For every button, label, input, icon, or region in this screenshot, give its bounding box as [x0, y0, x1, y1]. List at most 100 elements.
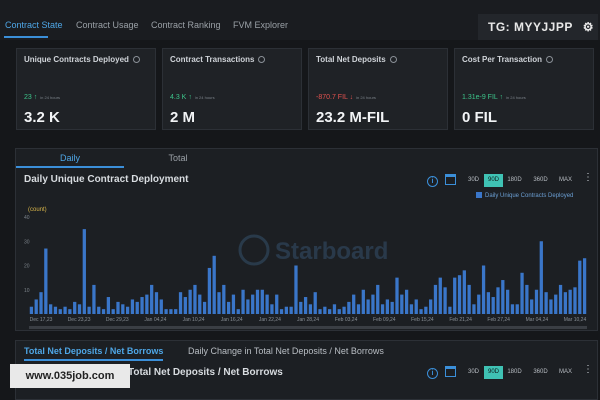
chart-bar[interactable]: [217, 292, 221, 314]
chart-bar[interactable]: [578, 260, 582, 314]
chart-bar[interactable]: [525, 284, 529, 314]
range-90d[interactable]: 90D: [484, 366, 503, 379]
chart-bar[interactable]: [116, 301, 120, 315]
chart-bar[interactable]: [188, 289, 192, 314]
chart-bar[interactable]: [549, 299, 553, 314]
chart-bar[interactable]: [44, 248, 48, 314]
chart-bar[interactable]: [241, 289, 245, 314]
chart-bar[interactable]: [438, 277, 442, 315]
chart-bar[interactable]: [125, 306, 130, 314]
chart-bar[interactable]: [279, 309, 284, 314]
tab-daily-change-net-deposits[interactable]: Daily Change in Total Net Deposits / Net…: [188, 346, 384, 356]
chart-bar[interactable]: [486, 292, 491, 314]
range-max[interactable]: MAX: [558, 177, 572, 183]
tab-contract-state[interactable]: Contract State: [5, 20, 63, 30]
chart-bar[interactable]: [448, 306, 452, 314]
more-options-icon[interactable]: ⋮: [583, 172, 593, 183]
chart-bar[interactable]: [82, 229, 86, 315]
chart-bar[interactable]: [433, 284, 438, 314]
chart-bar[interactable]: [352, 294, 356, 314]
chart-bar[interactable]: [29, 306, 34, 314]
info-icon[interactable]: i: [427, 176, 438, 187]
chart-bar[interactable]: [496, 287, 500, 314]
chart-bar[interactable]: [246, 299, 250, 314]
chart-bar[interactable]: [255, 289, 260, 314]
range-30d[interactable]: 30D: [467, 369, 479, 375]
chart-bar[interactable]: [140, 297, 144, 314]
chart-bar[interactable]: [106, 297, 111, 314]
chart-bar[interactable]: [356, 304, 361, 314]
chart-bar[interactable]: [429, 299, 433, 314]
chart-bar[interactable]: [558, 284, 563, 314]
chart-bar[interactable]: [169, 309, 173, 314]
chart-bar[interactable]: [371, 294, 375, 314]
chart-bar[interactable]: [505, 289, 510, 314]
chart-bar[interactable]: [68, 309, 72, 314]
chart-bar[interactable]: [337, 309, 341, 314]
chart-bar[interactable]: [226, 301, 231, 315]
chart-bar[interactable]: [265, 294, 269, 314]
chart-bar[interactable]: [92, 284, 96, 314]
chart-bar[interactable]: [457, 275, 462, 314]
chart-bar[interactable]: [510, 304, 515, 314]
chart-bar[interactable]: [400, 294, 404, 314]
chart-bar[interactable]: [174, 309, 178, 314]
chart-bar[interactable]: [385, 299, 390, 314]
chart-bar[interactable]: [342, 306, 346, 314]
chart-bar[interactable]: [308, 304, 313, 314]
chart-bar[interactable]: [53, 306, 58, 314]
chart-bar[interactable]: [419, 309, 423, 314]
chart-bar[interactable]: [554, 294, 558, 314]
chart-bar[interactable]: [164, 309, 168, 314]
chart-bar[interactable]: [501, 280, 505, 314]
chart-bar[interactable]: [303, 297, 308, 314]
chart-bar[interactable]: [491, 297, 495, 314]
chart-bar[interactable]: [284, 306, 288, 314]
info-icon[interactable]: [132, 56, 140, 63]
chart-bar[interactable]: [193, 284, 197, 314]
chart-bar[interactable]: [198, 294, 202, 314]
chart-bar[interactable]: [534, 289, 539, 314]
chart-bar[interactable]: [159, 299, 163, 314]
chart-bar[interactable]: [376, 284, 380, 314]
chart-bar[interactable]: [318, 309, 322, 314]
tab-fvm-explorer[interactable]: FVM Explorer: [233, 20, 289, 30]
chart-bar[interactable]: [130, 299, 135, 314]
range-max[interactable]: MAX: [558, 369, 572, 375]
more-options-icon[interactable]: ⋮: [583, 364, 593, 375]
chart-bar[interactable]: [563, 292, 567, 314]
chart-bar[interactable]: [380, 304, 385, 314]
chart-bar[interactable]: [135, 301, 139, 315]
chart-bar[interactable]: [539, 241, 543, 314]
chart-bar[interactable]: [573, 287, 577, 314]
chart-bar[interactable]: [58, 309, 62, 314]
chart-bar[interactable]: [145, 294, 149, 314]
chart-bar[interactable]: [467, 284, 471, 314]
chart-bar[interactable]: [150, 284, 154, 314]
chart-bar[interactable]: [154, 292, 159, 314]
chart-bar[interactable]: [443, 287, 447, 314]
info-icon[interactable]: [546, 56, 554, 63]
chart-scrollbar[interactable]: [29, 326, 587, 329]
chart-bar[interactable]: [178, 292, 183, 314]
chart-bar[interactable]: [409, 304, 414, 314]
range-180d[interactable]: 180D: [507, 177, 522, 183]
range-90d[interactable]: 90D: [484, 174, 503, 187]
chart-bar[interactable]: [222, 284, 226, 314]
tab-total-net-deposits[interactable]: Total Net Deposits / Net Borrows: [24, 346, 164, 361]
calendar-icon[interactable]: [445, 174, 456, 185]
chart-bar[interactable]: [251, 294, 255, 314]
chart-bar[interactable]: [395, 277, 399, 315]
chart-bar[interactable]: [294, 265, 298, 315]
chart-bar[interactable]: [544, 292, 548, 314]
chart-bar[interactable]: [323, 306, 327, 314]
chart-bar[interactable]: [313, 292, 317, 314]
chart-bar[interactable]: [260, 289, 264, 314]
chart-bar[interactable]: [183, 297, 187, 314]
tab-contract-ranking[interactable]: Contract Ranking: [151, 20, 221, 30]
chart-bar[interactable]: [236, 309, 240, 314]
chart-bar[interactable]: [202, 301, 207, 315]
chart-bar[interactable]: [404, 289, 409, 314]
chart-bar[interactable]: [34, 299, 38, 314]
chart-bar[interactable]: [270, 304, 274, 314]
